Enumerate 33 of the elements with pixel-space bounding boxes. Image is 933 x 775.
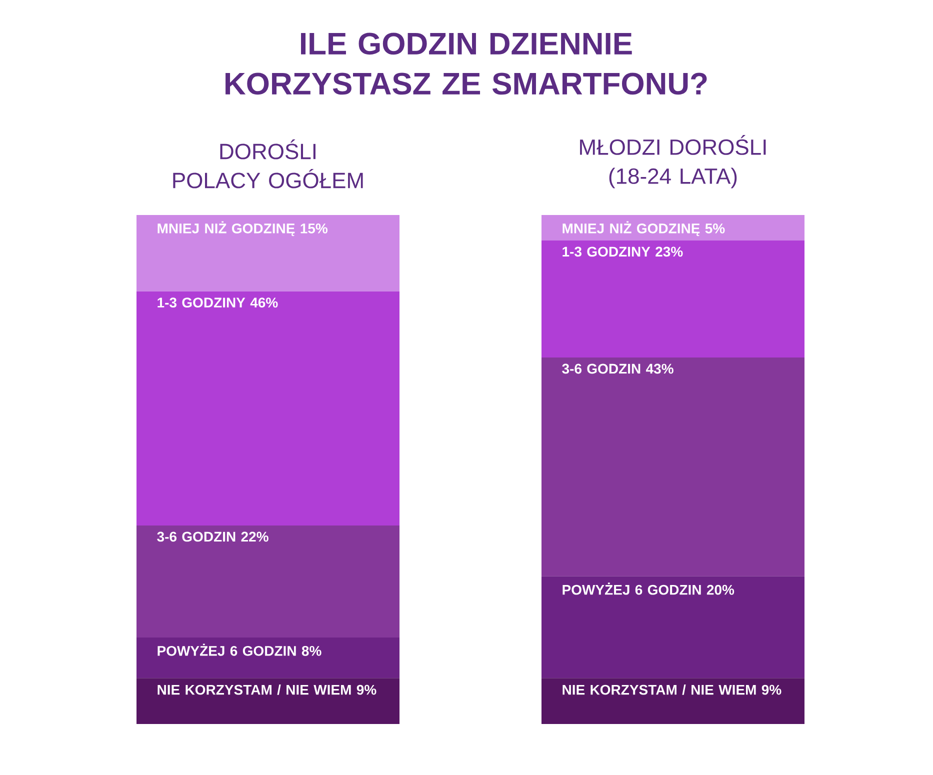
data-label: 9% bbox=[762, 684, 782, 695]
data-label: 9% bbox=[356, 684, 376, 695]
bar bbox=[136, 214, 400, 292]
bar bbox=[136, 637, 400, 678]
bar bbox=[541, 214, 804, 240]
bar bbox=[541, 678, 804, 724]
text: MNIEJ NIŻ GODZINĘ bbox=[158, 221, 295, 236]
data-label: 20% bbox=[706, 584, 734, 595]
text: NIE KORZYSTAM / NIE WIEM bbox=[562, 684, 756, 695]
bar bbox=[136, 291, 400, 526]
text: 3-6 GODZIN bbox=[157, 532, 236, 542]
data-label: 43% bbox=[646, 364, 674, 374]
bar bbox=[541, 358, 804, 576]
series-label: MNIEJ NIŻ GODZINĘ bbox=[562, 221, 700, 236]
data-label: 22% bbox=[241, 532, 268, 542]
data-label: 5% bbox=[705, 224, 725, 234]
x-tick-label: MŁODZI DOROŚLI (18-24 LATA) bbox=[580, 134, 766, 188]
series-label: POWYŻEJ 6 GODZIN bbox=[158, 644, 296, 656]
bar bbox=[541, 240, 804, 358]
series-label: NIE KORZYSTAM / NIE WIEM bbox=[158, 684, 351, 695]
bar bbox=[541, 576, 804, 678]
data-label: 15% bbox=[300, 224, 328, 234]
data-label: 23% bbox=[656, 246, 683, 257]
bar bbox=[136, 525, 400, 638]
text: POWYŻEJ 6 GODZIN bbox=[562, 582, 701, 595]
text: 1-3 GODZINY bbox=[562, 246, 650, 257]
data-label: 8% bbox=[302, 646, 322, 656]
series-label: 1-3 GODZINY bbox=[158, 298, 246, 308]
series-label: 3-6 GODZIN bbox=[562, 364, 640, 374]
x-tick-label: DOROŚLI POLACY OGÓŁEM bbox=[173, 139, 363, 188]
chart-title: ILE GODZIN DZIENNIE KORZYSTASZ ZE SMARTFONU? bbox=[226, 32, 707, 95]
data-label: 46% bbox=[250, 298, 278, 308]
bar bbox=[136, 678, 400, 724]
